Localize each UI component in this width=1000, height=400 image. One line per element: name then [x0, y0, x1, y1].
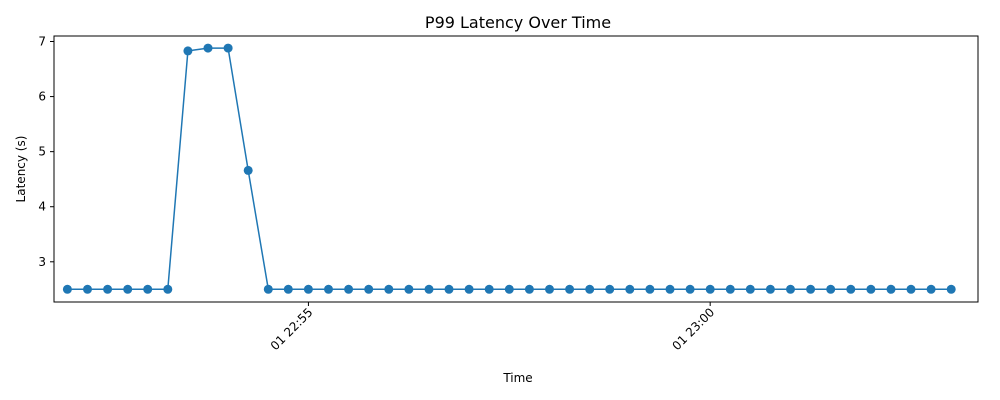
- data-point: [404, 284, 414, 294]
- data-point: [846, 284, 856, 294]
- data-point: [545, 284, 554, 294]
- y-tick-label: 4: [38, 200, 46, 214]
- x-tick-label: 01 22:55: [268, 305, 316, 353]
- data-point: [765, 284, 775, 294]
- data-point: [303, 284, 313, 294]
- data-point: [263, 284, 273, 294]
- data-point: [344, 284, 354, 294]
- data-point: [585, 284, 595, 294]
- data-point: [424, 284, 434, 294]
- data-point: [163, 284, 173, 294]
- y-axis-label: Latency (s): [14, 136, 28, 203]
- data-point: [384, 284, 394, 294]
- x-tick-label: 01 23:00: [669, 305, 717, 353]
- data-point: [625, 284, 635, 294]
- data-point: [524, 284, 534, 294]
- data-point: [183, 46, 193, 56]
- data-point: [826, 284, 836, 294]
- data-point: [685, 284, 695, 294]
- data-point: [786, 284, 795, 294]
- data-point: [324, 284, 333, 294]
- plot-frame: [53, 35, 979, 303]
- y-tick-label: 6: [38, 90, 46, 104]
- data-point: [464, 284, 474, 294]
- x-axis: 01 22:55 01 23:00: [268, 302, 717, 353]
- data-point: [886, 284, 896, 294]
- y-tick-label: 3: [38, 255, 46, 269]
- series-line: [67, 47, 952, 291]
- data-point: [806, 284, 816, 294]
- data-point: [243, 165, 253, 175]
- data-point: [605, 284, 615, 294]
- y-tick-label: 7: [38, 35, 46, 49]
- data-point: [725, 284, 735, 294]
- data-point: [906, 284, 916, 294]
- data-point: [645, 284, 655, 294]
- data-point: [745, 284, 755, 294]
- data-point: [705, 284, 715, 294]
- data-point: [665, 284, 675, 294]
- data-point: [143, 284, 153, 294]
- data-point: [926, 284, 936, 294]
- data-point: [444, 284, 454, 294]
- data-point: [565, 284, 575, 294]
- plot-area: [62, 43, 956, 294]
- y-axis: 3 4 5 6 7: [38, 35, 54, 269]
- data-point: [484, 284, 494, 294]
- data-point: [83, 284, 92, 294]
- data-point: [504, 284, 514, 294]
- x-axis-label: Time: [502, 371, 532, 385]
- data-point: [946, 284, 956, 294]
- data-point: [103, 284, 113, 294]
- y-tick-label: 5: [38, 145, 46, 159]
- data-point: [283, 284, 293, 294]
- data-point: [203, 43, 213, 53]
- data-point: [123, 284, 133, 294]
- data-point: [364, 284, 374, 294]
- data-point: [223, 43, 233, 53]
- data-point: [62, 284, 72, 294]
- chart-title: P99 Latency Over Time: [425, 13, 611, 32]
- data-point: [866, 284, 876, 294]
